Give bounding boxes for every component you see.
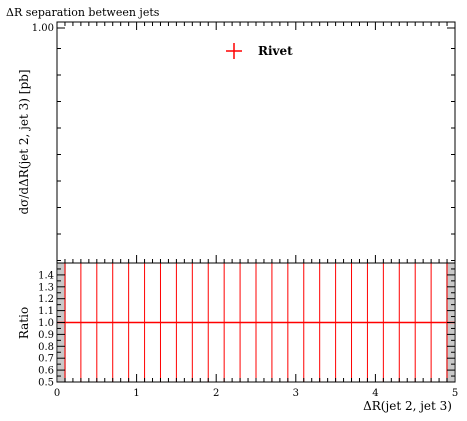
ratio-bin-lines xyxy=(56,263,456,382)
legend-marker-rivet xyxy=(226,43,242,59)
x-axis-label: ΔR(jet 2, jet 3) xyxy=(363,399,452,413)
ratio-x-tick-label: 3 xyxy=(293,388,299,399)
ratio-y-tick-label: 1.1 xyxy=(38,306,54,317)
ratio-y-tick-label: 0.7 xyxy=(38,354,54,365)
ratio-x-tick-labels: 0 1 2 3 4 5 xyxy=(54,388,458,399)
chart-title: ΔR separation between jets xyxy=(6,6,160,19)
ratio-x-tick-label: 1 xyxy=(133,388,139,399)
main-plot-panel: 1.00 dσ/dΔR(jet 2, jet 3) [pb] Rivet xyxy=(17,21,456,264)
ratio-x-tick-label: 0 xyxy=(54,388,60,399)
ratio-plot-panel: 0.50.60.70.80.91.01.11.21.31.4 0 1 2 3 4 5 Ra… xyxy=(17,262,458,413)
ratio-y-tick-label: 0.9 xyxy=(38,330,54,341)
ratio-axis-ticks xyxy=(56,262,456,383)
ratio-x-tick-label: 2 xyxy=(213,388,219,399)
legend: Rivet xyxy=(226,43,293,59)
ratio-y-tick-label: 1.3 xyxy=(38,282,54,293)
ratio-y-axis-label: Ratio xyxy=(17,307,31,339)
ratio-x-tick-label: 4 xyxy=(372,388,378,399)
ratio-y-tick-label: 1.2 xyxy=(38,294,54,305)
ratio-y-tick-label: 1.4 xyxy=(38,270,54,281)
ratio-y-tick-label: 0.6 xyxy=(38,366,54,377)
main-y-axis-label: dσ/dΔR(jet 2, jet 3) [pb] xyxy=(17,69,31,214)
ratio-x-tick-label: 5 xyxy=(452,388,458,399)
main-axis-ticks xyxy=(56,22,456,263)
main-plot-frame xyxy=(56,21,456,264)
main-y-tick-label: 1.00 xyxy=(32,23,54,34)
ratio-y-tick-labels: 0.50.60.70.80.91.01.11.21.31.4 xyxy=(38,270,54,388)
ratio-y-tick-label: 1.0 xyxy=(38,318,54,329)
legend-label-rivet: Rivet xyxy=(258,44,293,58)
ratio-y-tick-label: 0.8 xyxy=(38,342,54,353)
ratio-y-tick-label: 0.5 xyxy=(38,378,54,389)
